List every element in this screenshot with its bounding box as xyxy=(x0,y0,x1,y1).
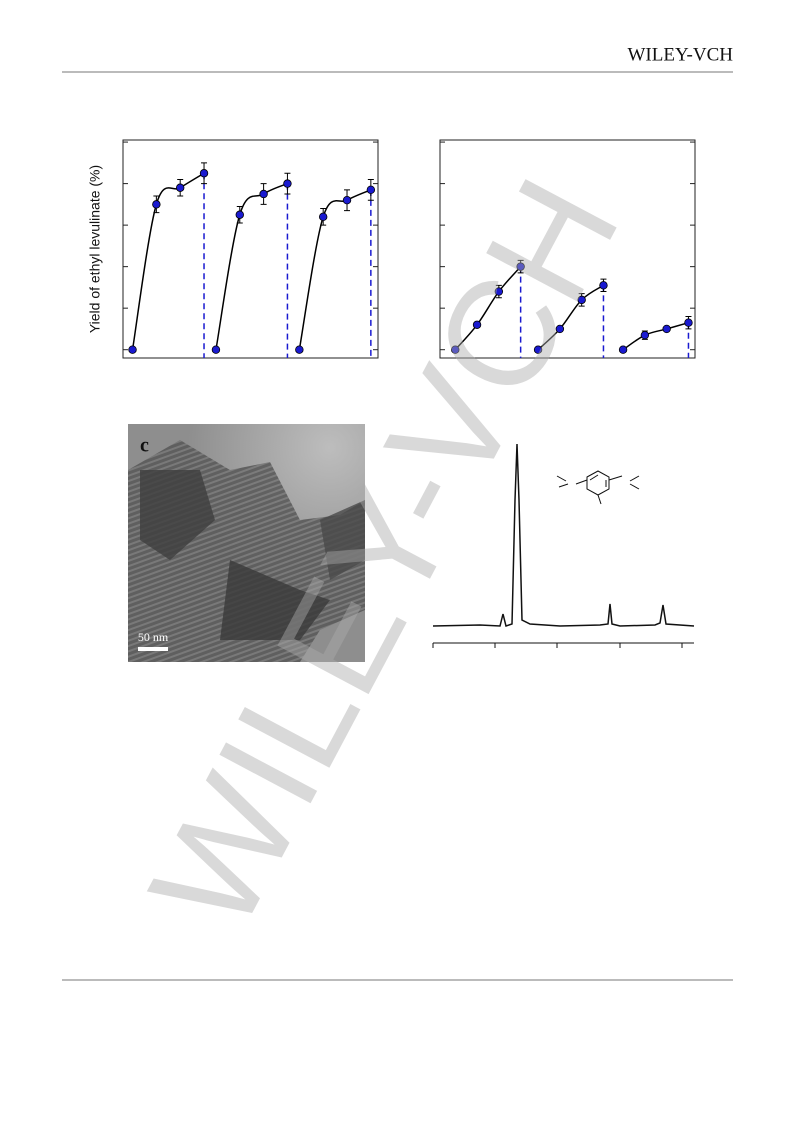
scale-bar xyxy=(138,647,168,651)
plot-frame xyxy=(439,139,696,359)
data-point xyxy=(128,345,137,354)
data-point xyxy=(577,295,586,305)
data-point xyxy=(235,210,244,219)
data-point xyxy=(451,345,460,354)
data-point xyxy=(533,345,543,354)
panel-label: c xyxy=(140,435,149,457)
data-point xyxy=(472,320,482,329)
fit-curve xyxy=(131,172,205,350)
data-point xyxy=(175,183,185,192)
data-point xyxy=(366,185,376,195)
tem-image: c 50 nm xyxy=(128,424,365,662)
fit-curve xyxy=(622,321,689,351)
data-point xyxy=(295,345,304,354)
scale-bar-label: 50 nm xyxy=(138,630,169,644)
fit-curve xyxy=(298,189,372,350)
data-point xyxy=(283,179,292,188)
data-point xyxy=(259,189,268,199)
data-point xyxy=(684,318,693,327)
data-point xyxy=(342,196,352,205)
data-point xyxy=(152,200,161,209)
data-point xyxy=(555,324,565,334)
publisher: WILEY-VCH xyxy=(627,44,733,65)
spectrum xyxy=(432,443,695,648)
data-point xyxy=(640,330,650,340)
data-point xyxy=(618,345,628,354)
data-point xyxy=(516,262,525,271)
data-point xyxy=(599,281,608,290)
data-point xyxy=(211,345,221,354)
plot-frame xyxy=(122,139,379,359)
data-point xyxy=(662,324,671,334)
fit-curve xyxy=(537,284,604,351)
data-point xyxy=(199,169,209,178)
data-point xyxy=(318,212,328,222)
y-axis-label: Yield of ethyl levulinate (%) xyxy=(87,165,103,333)
data-point xyxy=(494,287,504,296)
fit-curve xyxy=(215,182,288,350)
fit-curve xyxy=(454,266,522,351)
